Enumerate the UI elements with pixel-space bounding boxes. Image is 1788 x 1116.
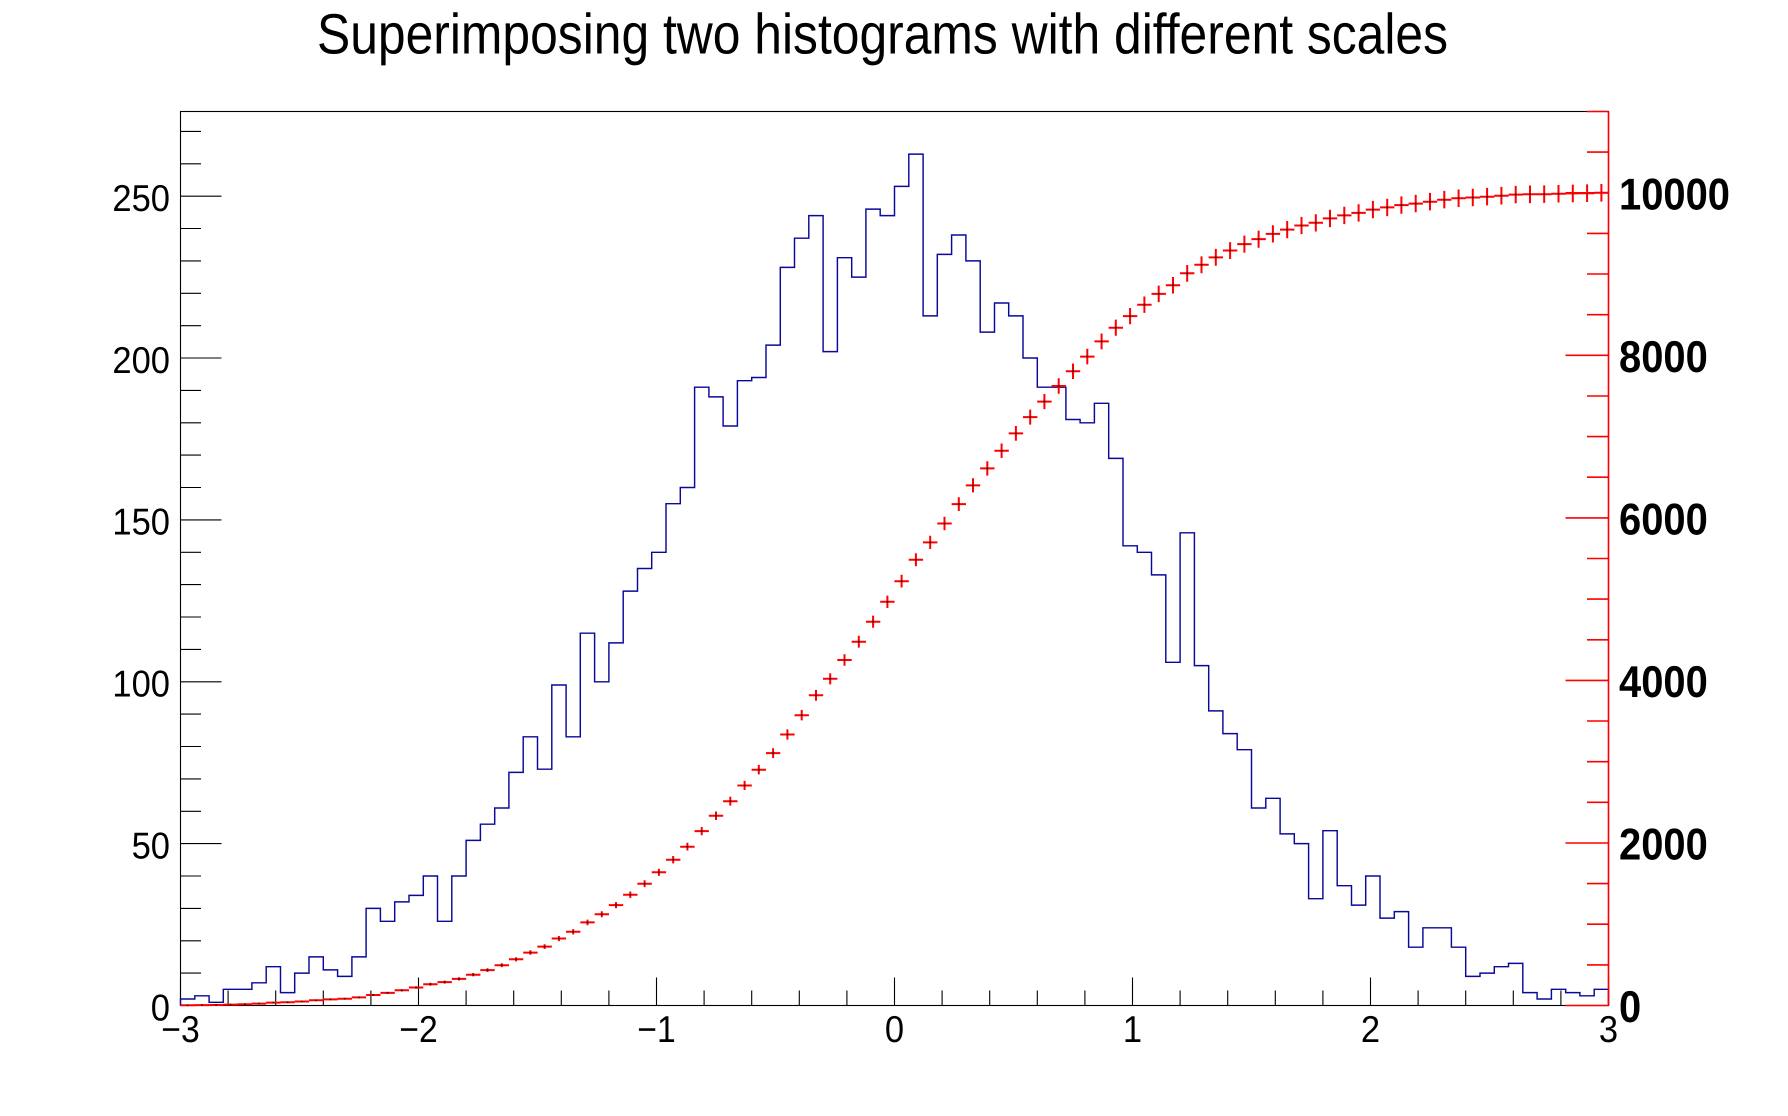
svg-text:50: 50: [132, 824, 170, 866]
svg-text:4000: 4000: [1619, 658, 1708, 707]
svg-text:100: 100: [112, 663, 170, 705]
svg-text:Superimposing two histograms w: Superimposing two histograms with differ…: [317, 3, 1448, 67]
svg-text:−1: −1: [637, 1008, 675, 1050]
svg-text:3: 3: [1599, 1008, 1618, 1050]
svg-text:150: 150: [112, 501, 170, 543]
svg-text:6000: 6000: [1619, 495, 1708, 544]
svg-text:0: 0: [1619, 983, 1641, 1032]
svg-text:200: 200: [112, 339, 170, 381]
svg-text:250: 250: [112, 177, 170, 219]
svg-text:−3: −3: [161, 1008, 199, 1050]
svg-text:1: 1: [1123, 1008, 1142, 1050]
svg-text:8000: 8000: [1619, 333, 1708, 382]
svg-text:2: 2: [1361, 1008, 1380, 1050]
svg-text:10000: 10000: [1619, 170, 1730, 219]
svg-text:0: 0: [151, 986, 170, 1028]
svg-text:2000: 2000: [1619, 821, 1708, 870]
svg-text:−2: −2: [399, 1008, 437, 1050]
svg-text:0: 0: [885, 1008, 904, 1050]
